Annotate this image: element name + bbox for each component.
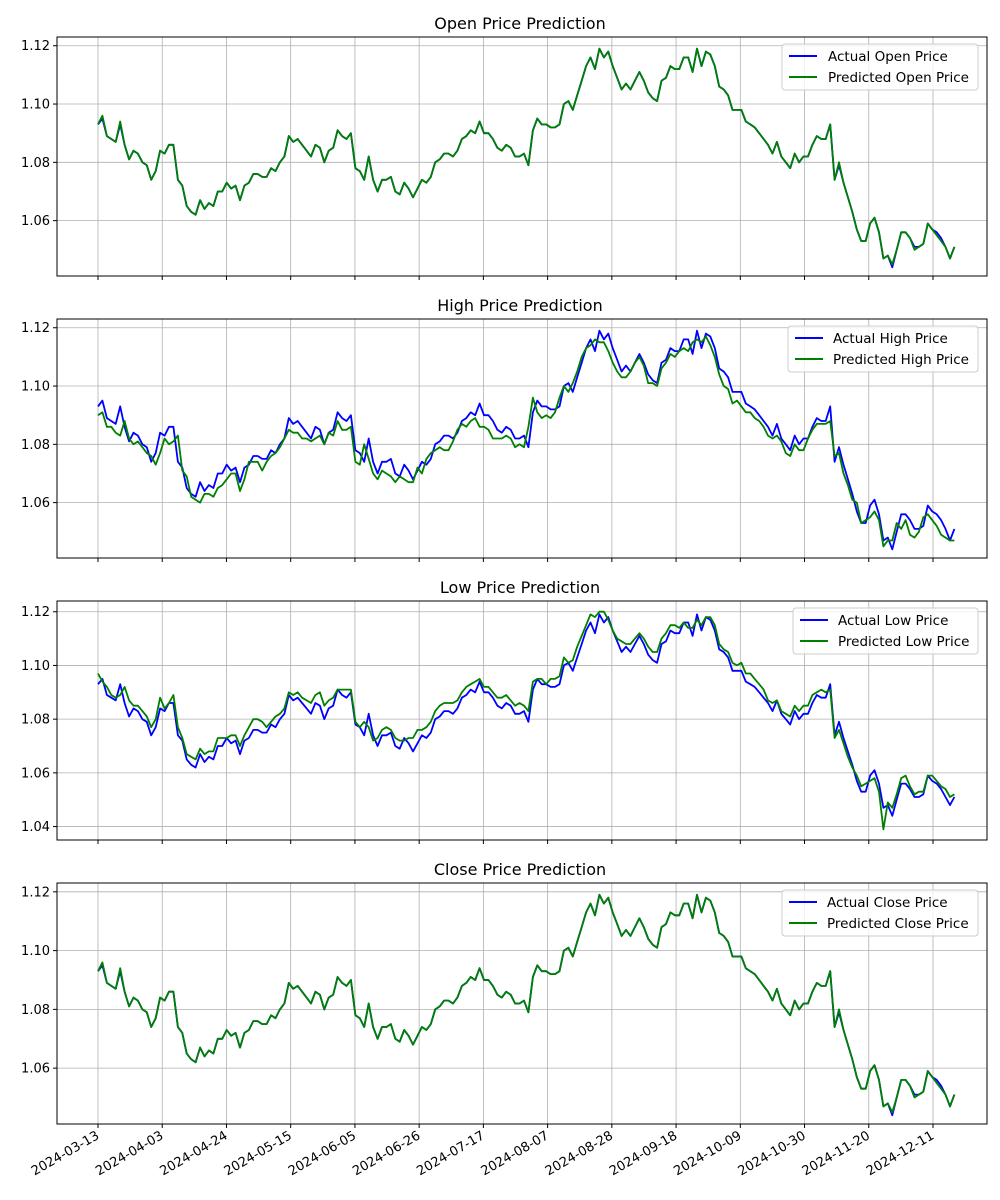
y-axis-open: 1.06 1.08 1.10 1.12 xyxy=(21,39,57,229)
y-tick-label: 1.08 xyxy=(21,713,50,728)
legend-label-predicted-low: Predicted Low Price xyxy=(838,634,969,650)
legend-label-predicted-open: Predicted Open Price xyxy=(828,70,969,86)
chart-panel-high: High Price Prediction 1.06 1.08 1.10 1.12 A… xyxy=(21,296,988,562)
axes-frame-close xyxy=(56,882,988,1125)
axes-frame-high xyxy=(56,318,988,559)
legend-close: Actual Close Price Predicted Close Price xyxy=(781,889,979,937)
axes-frame-low xyxy=(56,600,988,841)
grid-open xyxy=(57,37,987,276)
chart-title-low: Low Price Prediction xyxy=(440,578,600,597)
chart-panel-low: Low Price Prediction 1.04 1.06 1.08 1.10 1.1… xyxy=(21,578,988,844)
y-axis-high: 1.06 1.08 1.10 1.12 xyxy=(21,321,57,511)
legend-label-actual-low: Actual Low Price xyxy=(838,613,948,629)
y-tick-label: 1.10 xyxy=(21,380,50,395)
y-tick-label: 1.08 xyxy=(21,156,50,171)
series-close xyxy=(97,893,956,1117)
series-line-predicted-high xyxy=(97,335,955,548)
legend-open: Actual Open Price Predicted Open Price xyxy=(781,43,979,91)
y-tick-label: 1.10 xyxy=(21,659,50,674)
legend-low: Actual Low Price Predicted Low Price xyxy=(792,607,979,655)
legend-box-close xyxy=(781,889,979,937)
legend-label-actual-close: Actual Close Price xyxy=(827,895,948,911)
series-line-predicted-open xyxy=(97,47,956,266)
legend-label-actual-open: Actual Open Price xyxy=(828,49,948,65)
series-line-predicted-low xyxy=(97,610,955,831)
y-tick-label: 1.08 xyxy=(21,1003,50,1018)
x-axis-open xyxy=(97,276,934,280)
series-line-predicted-close xyxy=(97,893,956,1114)
y-tick-label: 1.12 xyxy=(21,605,50,620)
y-tick-label: 1.12 xyxy=(21,39,50,54)
y-tick-label: 1.06 xyxy=(21,214,50,229)
series-line-actual-high xyxy=(97,329,956,551)
x-axis-low xyxy=(97,840,934,844)
series-line-actual-low xyxy=(97,613,956,817)
x-axis-high xyxy=(97,558,934,562)
series-low xyxy=(97,610,956,831)
y-axis-close: 1.06 1.08 1.10 1.12 xyxy=(21,885,57,1077)
y-tick-label: 1.08 xyxy=(21,438,50,453)
y-tick-label: 1.04 xyxy=(21,820,50,835)
y-tick-label: 1.06 xyxy=(21,1062,50,1077)
chart-title-close: Close Price Prediction xyxy=(434,860,606,879)
y-tick-label: 1.06 xyxy=(21,766,50,781)
chart-title-high: High Price Prediction xyxy=(437,296,602,315)
y-tick-label: 1.06 xyxy=(21,496,50,511)
y-tick-label: 1.10 xyxy=(21,98,50,113)
legend-box-open xyxy=(781,43,979,91)
series-open xyxy=(97,47,956,269)
legend-label-predicted-high: Predicted High Price xyxy=(833,352,969,368)
grid-low xyxy=(57,601,987,840)
legend-box-high xyxy=(787,325,979,373)
chart-title-open: Open Price Prediction xyxy=(434,14,605,33)
legend-label-predicted-close: Predicted Close Price xyxy=(827,916,969,932)
axes-frame-open xyxy=(56,36,988,277)
chart-panel-open: Open Price Prediction 1.06 1.08 1.10 1.12 A… xyxy=(21,14,988,280)
legend-box-low xyxy=(792,607,979,655)
series-high xyxy=(97,329,956,551)
y-axis-low: 1.04 1.06 1.08 1.10 1.12 xyxy=(21,605,57,835)
y-tick-label: 1.10 xyxy=(21,944,50,959)
y-tick-label: 1.12 xyxy=(21,321,50,336)
y-tick-label: 1.12 xyxy=(21,885,50,900)
legend-high: Actual High Price Predicted High Price xyxy=(787,325,979,373)
legend-label-actual-high: Actual High Price xyxy=(833,331,948,347)
